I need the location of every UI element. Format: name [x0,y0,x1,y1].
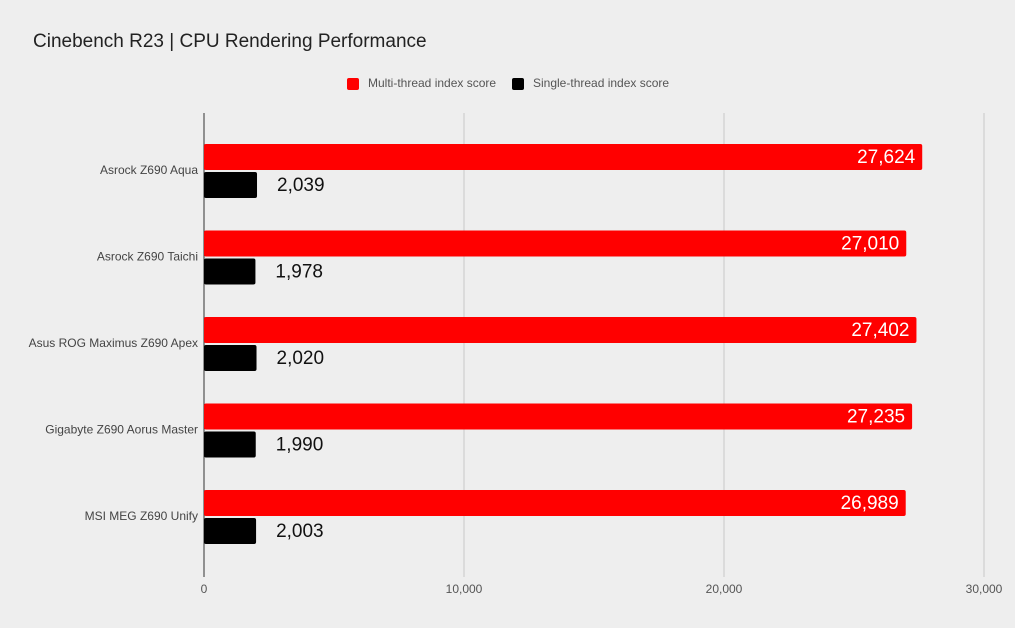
bar [204,431,256,458]
y-tick-label: Asrock Z690 Aqua [100,163,198,177]
bar [204,144,923,170]
x-tick-label: 20,000 [706,582,743,596]
x-tick-label: 30,000 [966,582,1003,596]
value-label: 27,624 [857,147,916,168]
value-label: 27,010 [841,234,899,255]
legend-label: Multi-thread index score [368,76,496,90]
bar [204,345,257,371]
value-label: 27,235 [847,407,905,428]
bar [204,317,917,343]
bar [204,172,258,198]
bar [204,403,913,430]
y-tick-label: Asrock Z690 Taichi [97,250,198,264]
bar [204,518,257,544]
value-label: 2,039 [277,175,325,196]
legend-swatch [512,78,524,90]
value-label: 27,402 [851,320,909,341]
legend-label: Single-thread index score [533,76,669,90]
bar [204,230,907,257]
value-label: 1,978 [275,262,323,283]
bar [204,258,256,285]
y-tick-label: MSI MEG Z690 Unify [85,509,198,523]
value-label: 2,003 [276,521,324,542]
value-label: 26,989 [841,493,899,514]
chart-title: Cinebench R23 | CPU Rendering Performanc… [33,31,427,52]
bar [204,490,906,516]
x-tick-label: 0 [201,582,208,596]
y-tick-label: Asus ROG Maximus Z690 Apex [29,336,198,350]
value-label: 1,990 [276,435,324,456]
value-label: 2,020 [277,348,325,369]
y-tick-label: Gigabyte Z690 Aorus Master [45,423,198,437]
legend-swatch [347,78,359,90]
x-tick-label: 10,000 [446,582,483,596]
